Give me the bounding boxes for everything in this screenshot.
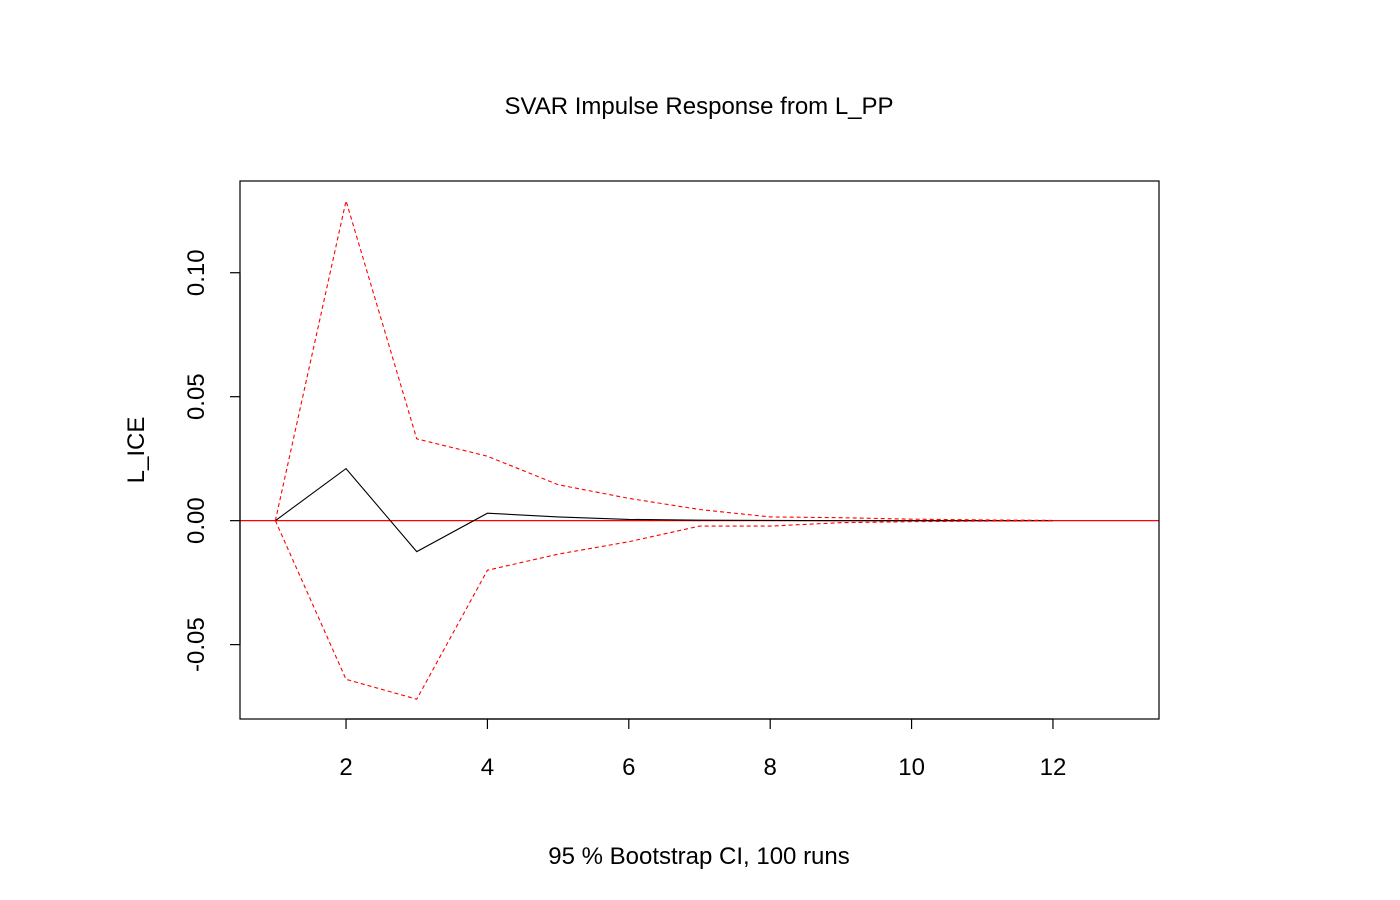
x-tick-label: 2	[339, 754, 352, 781]
upper-ci-line	[274, 198, 1053, 521]
response-line	[275, 467, 1053, 553]
plot-area	[240, 198, 1159, 700]
lower-ci-line	[274, 520, 1053, 700]
y-axis-label: L_ICE	[123, 417, 150, 484]
x-axis-label: 95 % Bootstrap CI, 100 runs	[548, 843, 850, 870]
y-tick-label: 0.05	[183, 373, 210, 420]
y-axis: -0.05 0.00 0.05 0.10	[183, 249, 241, 672]
x-tick-label: 6	[622, 754, 635, 781]
x-tick-label: 10	[898, 754, 925, 781]
x-tick-label: 4	[481, 754, 494, 781]
x-axis: 2 4 6 8 10 12	[339, 718, 1067, 781]
chart-title: SVAR Impulse Response from L_PP	[504, 93, 893, 120]
x-tick-label: 8	[764, 754, 777, 781]
y-tick-label: -0.05	[183, 617, 210, 672]
x-tick-label: 12	[1040, 754, 1067, 781]
y-tick-label: 0.10	[183, 249, 210, 296]
plot-frame	[239, 180, 1160, 720]
y-tick-label: 0.00	[183, 497, 210, 544]
